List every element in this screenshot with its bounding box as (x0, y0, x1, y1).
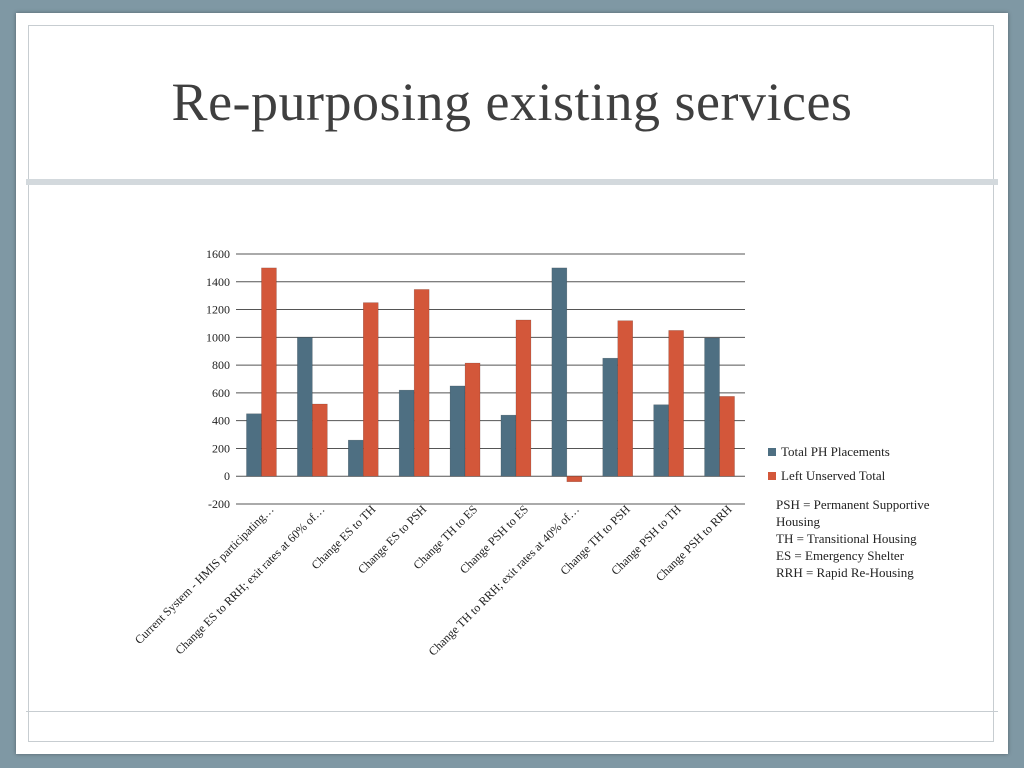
abbreviation-notes: PSH = Permanent Supportive Housing TH = … (776, 496, 976, 581)
bar-total-ph-placements (704, 337, 720, 477)
bar-total-ph-placements (653, 404, 669, 477)
legend-label: Total PH Placements (781, 444, 890, 459)
slide-title: Re-purposing existing services (171, 72, 853, 132)
bar-total-ph-placements (551, 267, 568, 477)
bar-left-unserved-total (261, 267, 277, 477)
legend-item: Left Unserved Total (768, 464, 890, 488)
bar-left-unserved-total (464, 362, 481, 477)
legend-swatch (768, 472, 776, 480)
y-tick-label: 1400 (206, 275, 230, 289)
slide: Re-purposing existing services -200 0 200 4… (16, 13, 1008, 754)
y-tick-label: 200 (212, 441, 230, 455)
chart-gridlines (236, 253, 745, 505)
bar-left-unserved-total (363, 302, 379, 477)
bar-left-unserved-total (719, 396, 735, 477)
y-tick-label: 800 (212, 358, 230, 372)
bar-total-ph-placements (398, 389, 415, 477)
title-divider (26, 179, 998, 185)
slide-frame (28, 25, 994, 742)
chart-bars (246, 267, 735, 483)
legend-swatch (768, 448, 776, 456)
legend-item: Total PH Placements (768, 440, 890, 464)
note-line: PSH = Permanent Supportive Housing (776, 497, 930, 529)
note-line: RRH = Rapid Re-Housing (776, 565, 914, 580)
y-tick-label: 0 (224, 469, 230, 483)
bar-left-unserved-total (566, 475, 583, 483)
y-tick-label: 600 (212, 386, 230, 400)
chart-legend: Total PH Placements Left Unserved Total (768, 440, 890, 488)
y-tick-label: 400 (212, 414, 230, 428)
bar-left-unserved-total (413, 289, 430, 477)
y-tick-label: 1200 (206, 303, 230, 317)
bar-left-unserved-total (515, 319, 532, 477)
bar-left-unserved-total (668, 330, 684, 477)
bar-total-ph-placements (246, 413, 262, 477)
x-axis-labels: Current System - HMIS participating…Chan… (132, 502, 735, 659)
bar-total-ph-placements (602, 357, 618, 477)
note-line: TH = Transitional Housing (776, 531, 917, 546)
y-tick-label: 1000 (206, 330, 230, 344)
title-area: Re-purposing existing services (16, 13, 1008, 181)
note-line: ES = Emergency Shelter (776, 548, 905, 563)
y-tick-label: -200 (208, 497, 230, 511)
bar-total-ph-placements (348, 439, 364, 477)
bar-chart: -200 0 200 400 600 800 1000 1200 1400 1600 Curren… (132, 247, 745, 659)
y-axis-ticks: -200 0 200 400 600 800 1000 1200 1400 1600 (206, 247, 230, 511)
bar-total-ph-placements (449, 385, 466, 477)
bar-total-ph-placements (297, 337, 313, 477)
footer-divider (26, 711, 998, 712)
y-tick-label: 1600 (206, 247, 230, 261)
legend-label: Left Unserved Total (781, 468, 886, 483)
bar-left-unserved-total (617, 320, 633, 477)
bar-total-ph-placements (500, 414, 517, 477)
bar-left-unserved-total (312, 403, 328, 477)
